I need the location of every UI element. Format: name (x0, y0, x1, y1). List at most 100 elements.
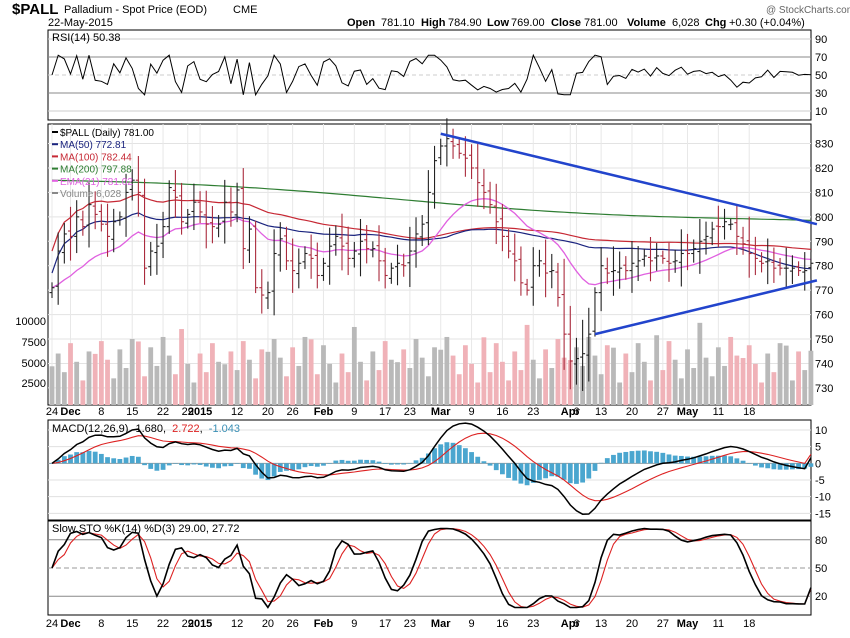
x-tick-label: May (677, 406, 699, 418)
volume-bar (333, 382, 339, 405)
x-tick-label: 20 (626, 618, 638, 630)
macd-hist-bar (456, 445, 462, 464)
x-tick-label: 20 (626, 406, 638, 418)
volume-bar (438, 349, 444, 405)
volume-bar (462, 345, 468, 405)
macd-hist-bar (592, 463, 598, 471)
macd-signal-line (51, 432, 812, 502)
volume-bar (179, 329, 184, 405)
volume-bar (222, 364, 228, 405)
macd-value: 1.680 (135, 423, 163, 435)
macd-hist-bar (728, 456, 734, 464)
x-tick-label: Dec (60, 406, 80, 418)
exchange: CME (233, 4, 257, 16)
price-tick-label: 800 (815, 212, 833, 224)
macd-hist-bar (364, 459, 370, 464)
volume-bar (351, 326, 357, 405)
price-tick-label: 760 (815, 310, 833, 322)
volume-tick-label: 2500 (22, 378, 46, 390)
volume-bar (709, 376, 715, 405)
volume-bar (74, 361, 80, 405)
macd-hist-bar (715, 455, 721, 464)
macd-hist-bar (166, 463, 172, 466)
x-tick-label: 27 (657, 618, 669, 630)
volume-bar (506, 380, 511, 405)
volume-bar (783, 345, 789, 405)
volume-bar (777, 343, 783, 405)
macd-hist-bar (333, 460, 339, 464)
macd-hist-bar (722, 455, 727, 464)
volume-bar (456, 374, 462, 405)
x-tick-label: 11 (713, 406, 724, 418)
x-tick-label: 9 (468, 618, 474, 630)
volume-bar (148, 347, 154, 405)
volume-bar (395, 362, 400, 405)
volume-bar (327, 363, 333, 405)
macd-line (51, 422, 812, 515)
macd-hist-bar (580, 463, 586, 483)
macd-hist-bar (537, 463, 542, 480)
volume-bar (444, 336, 450, 405)
trendlines (440, 132, 818, 336)
macd-hist-bar (55, 459, 61, 464)
x-tick-label: 2015 (188, 618, 212, 630)
volume-ticks: 10000 7500 5000 2500 (15, 316, 46, 390)
volume-bar (296, 365, 302, 405)
macd-hist-bar (240, 463, 246, 469)
volume-bar (808, 350, 814, 405)
open-value: 781.10 (381, 17, 415, 29)
stochastic-panel: 80 50 20 Slow STO %K(14) %D(3) 29.00, 27.7… (47, 520, 827, 616)
macd-hist-bar (419, 457, 425, 464)
macd-hist-bar (740, 460, 746, 464)
low-value: 769.00 (511, 17, 545, 29)
macd-hist-bar (216, 463, 221, 469)
x-tick-label: 29 (182, 618, 194, 630)
sto-tick-label: 50 (815, 563, 827, 575)
macd-hist-bar (574, 463, 579, 484)
volume-bar (475, 382, 481, 405)
x-tick-label: 20 (262, 406, 274, 418)
volume-bar (61, 372, 67, 405)
macd-frame (47, 419, 812, 521)
volume-label: Volume (627, 17, 666, 29)
x-tick-label: 6 (573, 618, 579, 630)
macd-hist-bar (271, 463, 277, 477)
volume-bar (759, 382, 764, 405)
macd-signal-value: 2.722 (172, 423, 200, 435)
macd-hist-bar (493, 463, 499, 471)
volume-bar (173, 374, 178, 405)
price-tick-label: 730 (815, 383, 833, 395)
macd-hist-bar (290, 463, 296, 471)
volume-bar (666, 341, 672, 405)
volume-bar (648, 380, 653, 405)
volume-bar (697, 322, 703, 405)
volume-bar (672, 359, 678, 405)
macd-hist-bar (450, 442, 456, 464)
sto-label: Slow STO %K(14) %D(3) 29.00, 27.72 (52, 523, 240, 535)
x-tick-label: 9 (468, 406, 474, 418)
rsi-tick-label: 90 (815, 34, 827, 46)
x-tick-label: 13 (595, 618, 607, 630)
macd-hist-bar (672, 455, 678, 464)
macd-hist-bar (752, 463, 758, 466)
x-tick-label: 12 (231, 618, 243, 630)
volume-bar (623, 353, 629, 405)
x-tick-label: 23 (527, 618, 539, 630)
rsi-label: RSI(14) 50.38 (52, 32, 120, 44)
volume-bar (123, 368, 129, 405)
macd-hist-bar (549, 463, 555, 477)
macd-hist-bar (660, 452, 666, 464)
volume-bar (771, 372, 777, 405)
chg-value: +0.30 (+0.04%) (729, 17, 805, 29)
x-tick-label: 11 (713, 618, 724, 630)
macd-hist-bar (691, 456, 697, 464)
macd-hist-bar (475, 456, 481, 464)
macd-hist-bar (98, 453, 104, 464)
volume-bar (641, 361, 647, 405)
volume-bar (660, 370, 666, 405)
macd-hist-bar (746, 463, 752, 464)
volume-bar (598, 374, 604, 405)
macd-hist-bar (524, 463, 530, 486)
x-tick-label: 23 (404, 406, 416, 418)
